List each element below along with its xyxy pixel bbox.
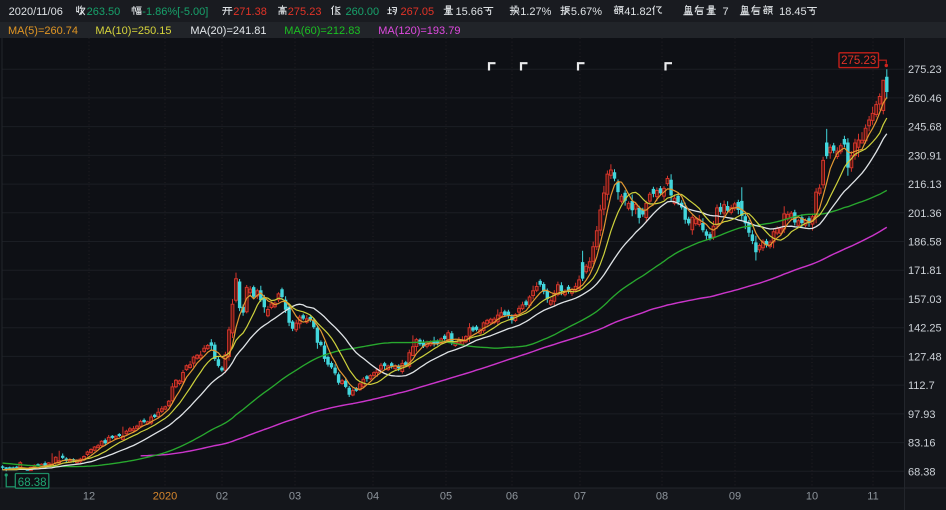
svg-text:MA(20)=241.81: MA(20)=241.81 — [190, 25, 266, 37]
svg-text:12: 12 — [83, 491, 95, 503]
svg-text:04: 04 — [367, 491, 379, 503]
svg-text:05: 05 — [440, 491, 452, 503]
svg-text:MA(10)=250.15: MA(10)=250.15 — [95, 25, 171, 37]
svg-text:245.68: 245.68 — [908, 122, 942, 134]
svg-text:5.67%: 5.67% — [571, 6, 602, 18]
svg-text:260.46: 260.46 — [908, 93, 942, 105]
svg-text:68.38: 68.38 — [18, 477, 47, 489]
svg-text:275.23: 275.23 — [908, 64, 942, 76]
svg-text:MA(60)=212.83: MA(60)=212.83 — [284, 25, 360, 37]
svg-text:02: 02 — [216, 491, 228, 503]
svg-text:41.82: 41.82 — [624, 6, 652, 18]
svg-text:68.38: 68.38 — [908, 466, 936, 478]
svg-text:216.13: 216.13 — [908, 179, 942, 191]
svg-text:2020: 2020 — [153, 491, 177, 503]
svg-text:7: 7 — [723, 6, 729, 18]
svg-text:260.00: 260.00 — [346, 6, 380, 18]
svg-text:10: 10 — [806, 491, 818, 503]
svg-text:09: 09 — [729, 491, 741, 503]
svg-text:127.48: 127.48 — [908, 351, 942, 363]
svg-text:275.23: 275.23 — [288, 6, 322, 18]
svg-text:18.45: 18.45 — [779, 6, 807, 18]
svg-text:267.05: 267.05 — [401, 6, 435, 18]
svg-text:157.03: 157.03 — [908, 294, 942, 306]
svg-text:15.66: 15.66 — [456, 6, 484, 18]
svg-text:275.23: 275.23 — [841, 55, 876, 67]
svg-text:83.16: 83.16 — [908, 438, 936, 450]
svg-text:112.7: 112.7 — [908, 380, 935, 392]
svg-text:201.36: 201.36 — [908, 208, 942, 220]
svg-text:03: 03 — [289, 491, 301, 503]
svg-text:07: 07 — [574, 491, 586, 503]
svg-text:-1.86%[-5.00]: -1.86%[-5.00] — [142, 6, 208, 18]
svg-text:06: 06 — [506, 491, 518, 503]
svg-text:08: 08 — [656, 491, 668, 503]
svg-text:2020/11/06: 2020/11/06 — [9, 6, 63, 18]
svg-text:11: 11 — [867, 491, 878, 503]
svg-text:97.93: 97.93 — [908, 409, 936, 421]
svg-text:271.38: 271.38 — [233, 6, 267, 18]
svg-text:142.25: 142.25 — [908, 323, 942, 335]
svg-text:171.81: 171.81 — [908, 265, 942, 277]
svg-text:1.27%: 1.27% — [520, 6, 551, 18]
svg-text:MA(5)=260.74: MA(5)=260.74 — [8, 25, 78, 37]
svg-text:263.50: 263.50 — [87, 6, 121, 18]
svg-text:230.91: 230.91 — [908, 150, 942, 162]
svg-text:186.58: 186.58 — [908, 237, 942, 249]
svg-text:MA(120)=193.79: MA(120)=193.79 — [378, 25, 460, 37]
